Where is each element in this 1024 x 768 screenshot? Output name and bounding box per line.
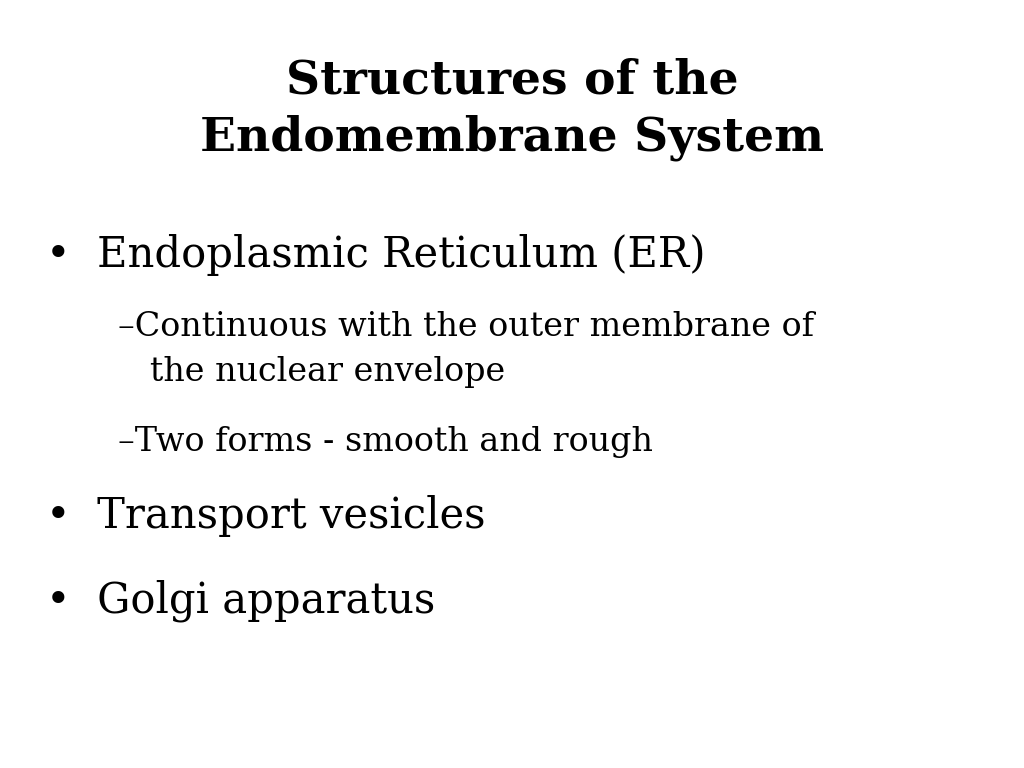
Text: –Two forms - smooth and rough: –Two forms - smooth and rough <box>118 426 652 458</box>
Text: Structures of the: Structures of the <box>286 58 738 104</box>
Text: –Continuous with the outer membrane of
   the nuclear envelope: –Continuous with the outer membrane of t… <box>118 311 814 388</box>
Text: •  Golgi apparatus: • Golgi apparatus <box>46 580 435 622</box>
Text: Endomembrane System: Endomembrane System <box>200 115 824 161</box>
Text: •  Endoplasmic Reticulum (ER): • Endoplasmic Reticulum (ER) <box>46 234 706 276</box>
Text: •  Transport vesicles: • Transport vesicles <box>46 495 485 538</box>
